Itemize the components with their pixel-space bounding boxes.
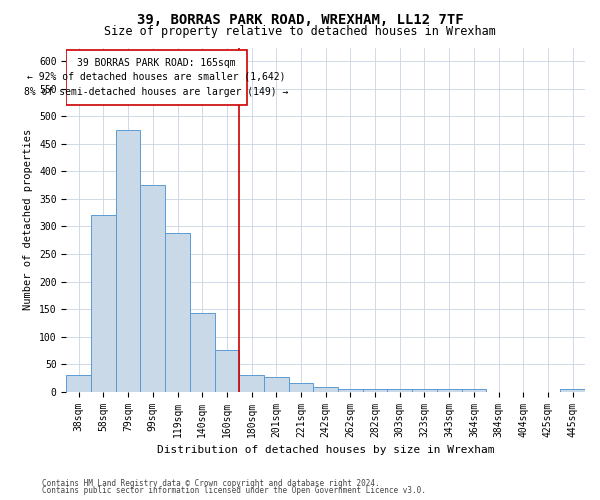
Bar — [388, 389, 412, 392]
Text: 8% of semi-detached houses are larger (149) →: 8% of semi-detached houses are larger (1… — [25, 86, 289, 97]
Bar — [412, 389, 437, 392]
Text: 39 BORRAS PARK ROAD: 165sqm: 39 BORRAS PARK ROAD: 165sqm — [77, 58, 236, 68]
Bar — [116, 130, 140, 392]
Text: 39, BORRAS PARK ROAD, WREXHAM, LL12 7TF: 39, BORRAS PARK ROAD, WREXHAM, LL12 7TF — [137, 12, 463, 26]
Bar — [338, 389, 363, 392]
Bar — [363, 389, 388, 392]
Bar — [560, 389, 585, 392]
Y-axis label: Number of detached properties: Number of detached properties — [23, 129, 34, 310]
Text: ← 92% of detached houses are smaller (1,642): ← 92% of detached houses are smaller (1,… — [27, 72, 286, 82]
Bar — [437, 389, 461, 392]
Bar — [165, 233, 190, 392]
Bar — [190, 313, 215, 392]
Bar — [289, 384, 313, 392]
Bar — [461, 389, 486, 392]
Bar — [264, 377, 289, 392]
Bar — [313, 388, 338, 392]
Bar — [91, 216, 116, 392]
X-axis label: Distribution of detached houses by size in Wrexham: Distribution of detached houses by size … — [157, 445, 494, 455]
FancyBboxPatch shape — [67, 50, 247, 106]
Text: Size of property relative to detached houses in Wrexham: Size of property relative to detached ho… — [104, 25, 496, 38]
Bar — [67, 375, 91, 392]
Bar — [215, 350, 239, 392]
Text: Contains public sector information licensed under the Open Government Licence v3: Contains public sector information licen… — [42, 486, 426, 495]
Text: Contains HM Land Registry data © Crown copyright and database right 2024.: Contains HM Land Registry data © Crown c… — [42, 478, 380, 488]
Bar — [239, 375, 264, 392]
Bar — [140, 185, 165, 392]
